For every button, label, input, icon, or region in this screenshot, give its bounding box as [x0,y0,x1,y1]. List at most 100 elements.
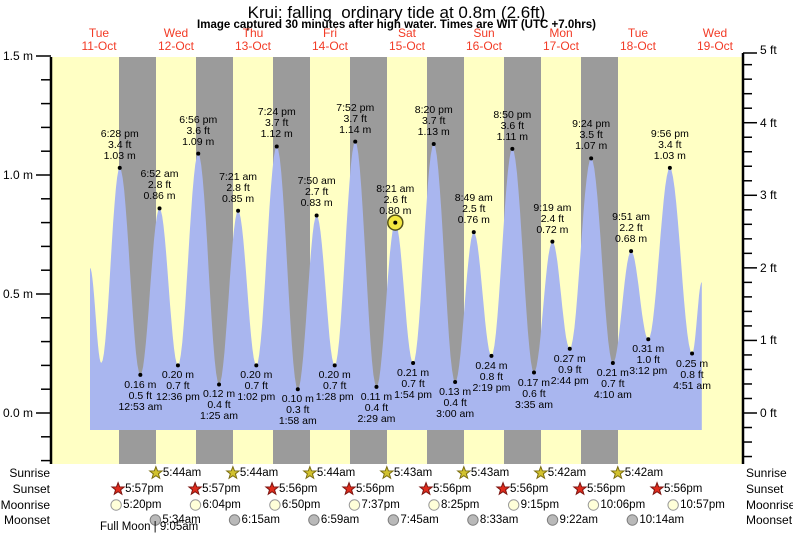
tide-label-line: 1:54 pm [394,389,433,402]
tide-event-dot [453,380,458,385]
tide-label-line: 0.25 m [675,357,709,370]
tide-label-line: 0.21 m [596,367,629,380]
tide-label-line: 1.09 m [182,135,215,148]
day-name: Wed [163,26,189,40]
day-date: 11-Oct [81,39,117,53]
right-axis-label: 5 ft [760,43,777,58]
moonset-time: 6:15am [241,514,280,526]
tide-label-line: 2:29 am [357,412,396,425]
astro-row-label-left-sunrise: Sunrise [9,466,50,480]
astro-row-label-right-moonset: Moonset [746,513,793,527]
tide-label-line: 2.8 ft [147,179,172,192]
day-name: Sun [473,26,495,40]
moonset-time: 10:14am [639,514,685,526]
tide-label-line: 1:25 am [200,410,238,423]
sunset-star-shape [572,481,588,496]
day-header: Sun 16-Oct [449,27,519,53]
tide-event-dot [353,139,358,144]
tide-label-line: 0.31 m [632,343,665,356]
sunrise-icon [456,465,472,480]
sunrise-time: 5:42am [547,467,587,479]
astro-row-label-right-sunset: Sunset [746,482,784,496]
tide-label-line: 6:52 am [140,168,179,181]
tide-label-line: 7:50 am [297,175,336,188]
tide-label-line: 0.80 m [379,204,412,217]
sunset-icon [495,481,511,496]
moonrise-time: 5:20pm [123,499,162,511]
moonrise-icon [507,499,520,511]
astro-row-label-left-moonset: Moonset [3,513,50,527]
tide-event-label: 0.20 m 0.7 ft 12:36 pm [133,370,223,403]
tide-label-line: 0.16 m [124,378,157,391]
tide-event-label: 9:56 pm 3.4 ft 1.03 m [625,128,715,162]
sunset-star-shape [264,481,280,496]
right-axis-label: 3 ft [760,188,777,203]
tide-label-line: 0.7 ft [601,378,625,391]
tide-label-line: 0.5 ft [128,389,152,402]
day-name: Wed [702,26,728,40]
tide-label-line: 1.03 m [653,149,686,162]
tide-event-label: 0.10 m 0.3 ft 1:58 am [253,394,343,427]
tide-label-line: 0.4 ft [443,397,467,410]
sunset-time: 5:56pm [664,483,703,495]
tide-label-line: 2:44 pm [550,374,589,387]
tide-label-line: 8:50 pm [493,108,532,121]
tide-label-line: 3.5 ft [579,129,603,142]
left-axis-label: 0.5 m [2,287,33,301]
tide-label-line: 4:51 am [673,379,712,392]
tide-event-label: 6:52 am 2.8 ft 0.86 m [115,169,205,202]
tide-label-line: 0.7 ft [244,380,268,393]
tide-event-label: 7:50 am 2.7 ft 0.83 m [272,176,362,209]
tide-label-line: 2:19 pm [472,381,511,394]
tide-label-line: 0.20 m [240,369,273,382]
moonset-icon [387,514,400,526]
day-name: Tue [627,26,649,40]
tide-label-line: 0.10 m [281,393,314,406]
tide-label-line: 12:53 am [118,400,163,413]
tide-label-line: 0.72 m [536,223,569,236]
left-axis-label: 1.5 m [2,49,33,63]
tide-event-label: 8:21 am 2.6 ft 0.80 m [350,182,440,217]
sunrise-star-shape [302,465,318,480]
moonrise-time: 9:15pm [520,499,560,511]
tide-label-line: 0.85 m [222,192,255,205]
tide-label-line: 1.12 m [260,128,293,141]
tide-event-label: 0.27 m 0.9 ft 2:44 pm [525,353,615,387]
tide-event-dot [254,363,259,368]
tide-event-label: 0.20 m 0.7 ft 1:02 pm [211,370,301,403]
sunset-icon [110,481,126,496]
tide-label-line: 0.83 m [300,197,333,210]
tide-label-line: 3.6 ft [500,119,524,132]
tide-event-label: 0.17 m 0.6 ft 3:35 am [489,377,579,411]
day-header: Mon 17-Oct [526,27,596,53]
day-date: 19-Oct [696,39,733,53]
moonrise-time: 10:06pm [600,499,646,511]
sunset-time: 5:57pm [202,483,241,495]
tide-label-line: 2.8 ft [226,181,250,194]
sunset-icon [264,481,280,496]
sunrise-star-shape [148,465,164,480]
sunrise-icon [302,465,318,480]
left-axis-label: 1.0 m [2,168,33,182]
right-axis-label: 1 ft [760,333,777,348]
tide-label-line: 0.8 ft [680,368,704,381]
sunrise-time: 5:42am [624,467,664,479]
moonrise-icon [667,499,679,511]
tide-event-dot [567,346,572,351]
tide-label-line: 0.20 m [318,369,351,382]
sunset-icon [187,481,203,496]
tide-event-dot [550,239,555,244]
tide-label-line: 1.07 m [575,140,608,153]
day-name: Thu [242,26,264,40]
moonset-icon [546,514,559,526]
tide-label-line: 2.2 ft [619,222,643,235]
tide-label-line: 2.6 ft [383,193,407,206]
sunrise-star-shape [533,465,549,480]
tide-label-line: 9:19 am [533,201,572,214]
tide-curve-area [90,141,702,430]
tide-label-line: 2.4 ft [540,212,565,225]
tide-label-line: 8:21 am [376,182,415,195]
tide-event-label: 6:28 pm 3.4 ft 1.03 m [75,128,165,162]
tide-event-dot [610,361,615,366]
